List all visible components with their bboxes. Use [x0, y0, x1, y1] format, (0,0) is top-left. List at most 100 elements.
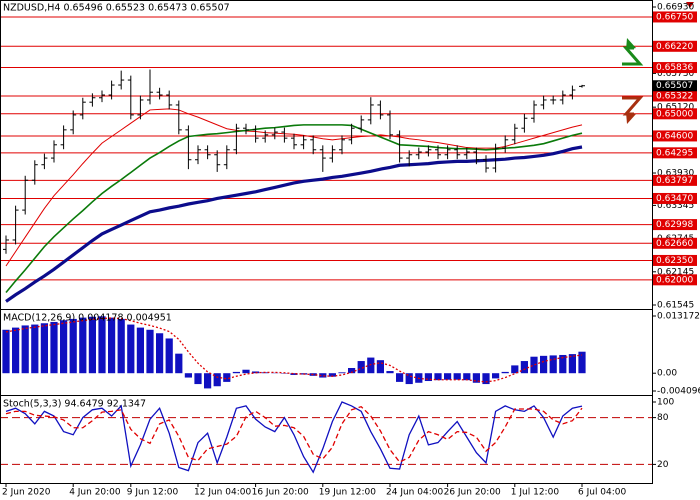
level-label-bg: [653, 237, 697, 249]
x-tick-label: 4 Jun 20:00: [69, 488, 121, 498]
series-line: [5, 401, 583, 474]
x-tick-label: 24 Jun 04:00: [386, 488, 443, 498]
macd-bar: [242, 369, 250, 374]
macd-bar: [117, 318, 125, 374]
buy-arrow-head: [626, 38, 636, 50]
macd-bar: [127, 324, 135, 374]
x-tick-label: 26 Jun 20:00: [444, 488, 501, 498]
macd-bar: [434, 373, 442, 381]
level-label-bg: [653, 254, 697, 266]
macd-bar: [175, 353, 183, 374]
macd-bar: [463, 373, 471, 381]
y-tick-label: 0.65730: [657, 69, 694, 79]
macd-bar: [444, 373, 452, 380]
level-label-bg: [653, 62, 697, 74]
frame: [0, 0, 653, 484]
macd-bar: [290, 373, 298, 375]
macd-bar: [40, 323, 48, 374]
level-label-bg: [653, 274, 697, 286]
y-tick-label: -0.004096: [657, 387, 700, 397]
macd-bar: [482, 373, 490, 385]
x-tick-label: 19 Jun 12:00: [319, 488, 376, 498]
macd-bar: [50, 321, 58, 374]
level-label: 0.62998: [656, 220, 693, 230]
macd-bar: [21, 325, 29, 374]
macd-bar: [511, 365, 519, 374]
level-label-bg: [653, 40, 697, 52]
macd-bar: [60, 320, 68, 374]
series-line: [5, 124, 583, 294]
current-price-bg: [653, 80, 697, 92]
y-tick-label: 0.65120: [657, 103, 694, 113]
macd-bar: [319, 373, 327, 378]
y-tick-label: 100: [657, 398, 674, 408]
macd-bar: [578, 351, 586, 374]
macd-bar: [146, 329, 154, 374]
level-label-bg: [653, 90, 697, 102]
corner-icon: [686, 2, 694, 8]
macd-bar: [156, 333, 164, 374]
level-label: 0.62350: [656, 256, 693, 266]
level-label-bg: [653, 147, 697, 159]
macd-bar: [501, 371, 509, 374]
y-tick-label: 0.63345: [657, 201, 694, 211]
macd-bar: [232, 371, 240, 374]
level-label-bg: [653, 174, 697, 186]
macd-bar: [98, 316, 106, 374]
macd-bar: [367, 357, 375, 374]
x-tick-label: 12 Jun 04:00: [194, 488, 251, 498]
macd-bar: [338, 372, 346, 374]
macd-bar: [530, 356, 538, 374]
x-tick-label: 6 Jul 04:00: [578, 488, 627, 498]
macd-bar: [31, 324, 39, 374]
y-tick-label: 0.62145: [657, 267, 694, 277]
macd-bar: [79, 317, 87, 374]
macd-bar: [386, 371, 394, 374]
macd-bar: [204, 373, 212, 389]
level-label-bg: [653, 130, 697, 142]
macd-bar: [568, 354, 576, 374]
macd-bar: [396, 373, 404, 382]
y-tick-label: 0.66930: [657, 3, 694, 13]
macd-bar: [223, 373, 231, 382]
y-tick-label: 80: [657, 413, 669, 423]
level-label: 0.66220: [656, 42, 693, 52]
chart-title: NZDUSD,H4 0.65496 0.65523 0.65473 0.6550…: [3, 3, 230, 14]
series-line: [5, 405, 583, 463]
macd-bar: [405, 373, 413, 385]
level-label: 0.65836: [656, 63, 693, 73]
stoch-title: Stoch(5,3,3) 94.6479 92.1347: [3, 399, 146, 410]
sell-arrow-head: [626, 112, 636, 124]
level-label: 0.63797: [656, 176, 693, 186]
y-tick-label: 0.63930: [657, 169, 694, 179]
macd-bar: [213, 373, 221, 387]
level-label-bg: [653, 192, 697, 204]
macd-bar: [328, 373, 336, 377]
macd-bar: [559, 354, 567, 374]
macd-bar: [520, 361, 528, 374]
x-tick-label: 9 Jun 12:00: [127, 488, 179, 498]
level-label: 0.65000: [656, 109, 693, 119]
macd-bar: [12, 327, 20, 374]
macd-bar: [472, 373, 480, 383]
y-tick-label: 0.00: [657, 369, 677, 379]
level-label: 0.66750: [656, 12, 693, 22]
macd-bar: [165, 338, 173, 374]
level-label: 0.62000: [656, 275, 693, 285]
macd-title: MACD(12,26,9) 0.004178 0.004951: [3, 313, 172, 324]
macd-bar: [69, 318, 77, 374]
y-tick-label: 20: [657, 460, 669, 470]
series-line: [5, 317, 583, 383]
level-label-bg: [653, 108, 697, 120]
macd-bar: [194, 373, 202, 385]
level-label-bg: [653, 219, 697, 231]
level-label: 0.64295: [656, 148, 693, 158]
macd-bar: [357, 361, 365, 374]
level-label-bg: [653, 11, 697, 23]
macd-bar: [376, 360, 384, 374]
x-tick-label: 16 Jun 20:00: [252, 488, 309, 498]
macd-bar: [453, 373, 461, 380]
macd-bar: [540, 355, 548, 374]
current-price-label: 0.65507: [656, 81, 693, 91]
